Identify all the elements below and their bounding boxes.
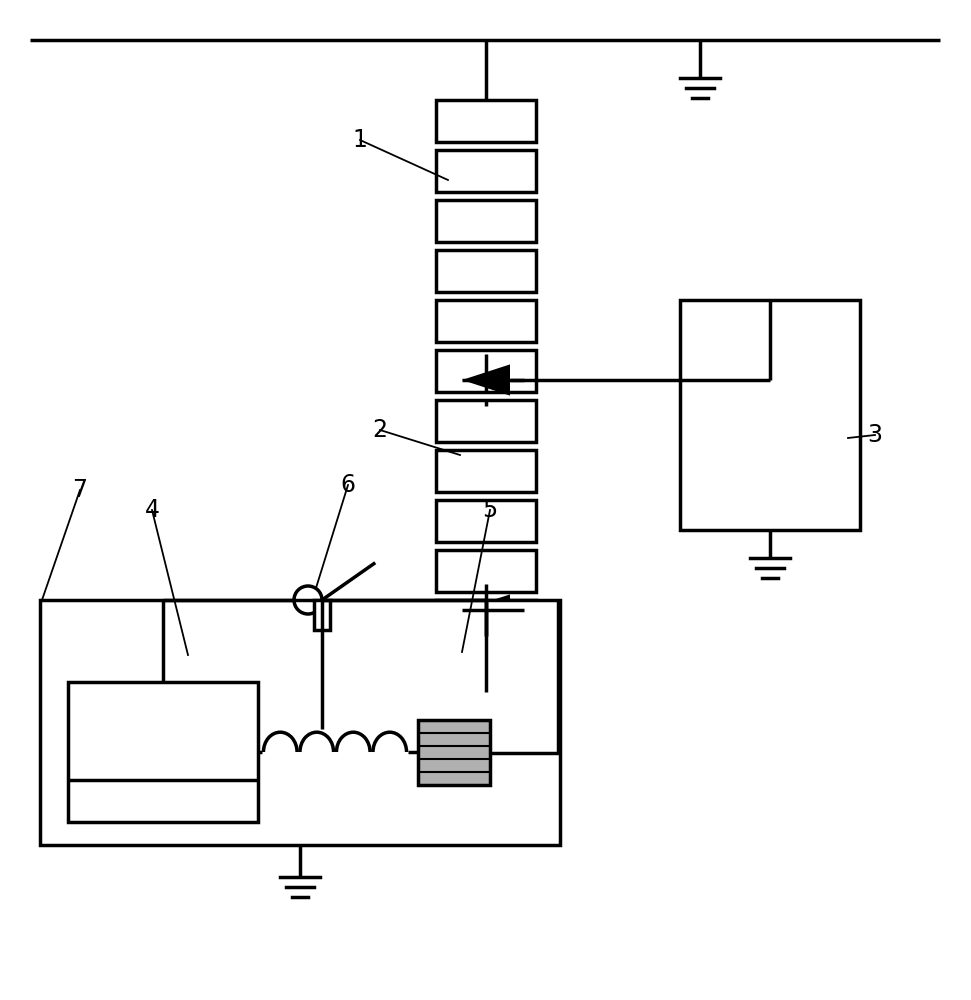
Bar: [436, 650, 536, 692]
Text: 7: 7: [73, 478, 87, 502]
Bar: [436, 100, 536, 142]
Text: 2: 2: [373, 418, 387, 442]
Bar: [314, 600, 330, 630]
Bar: [436, 300, 536, 342]
Bar: [436, 450, 536, 492]
Text: 3: 3: [867, 423, 883, 447]
Polygon shape: [462, 364, 510, 396]
Bar: [68, 682, 258, 822]
Bar: [436, 600, 536, 642]
Text: 6: 6: [341, 473, 355, 497]
Bar: [436, 400, 536, 442]
Bar: [436, 350, 536, 392]
Bar: [418, 720, 490, 785]
Bar: [680, 300, 860, 530]
Bar: [436, 200, 536, 242]
Polygon shape: [462, 594, 510, 626]
Bar: [436, 150, 536, 192]
Bar: [436, 550, 536, 592]
Text: 1: 1: [352, 128, 367, 152]
Bar: [436, 250, 536, 292]
Text: 5: 5: [483, 498, 497, 522]
Bar: [436, 500, 536, 542]
Bar: [40, 600, 560, 845]
Text: 4: 4: [145, 498, 159, 522]
